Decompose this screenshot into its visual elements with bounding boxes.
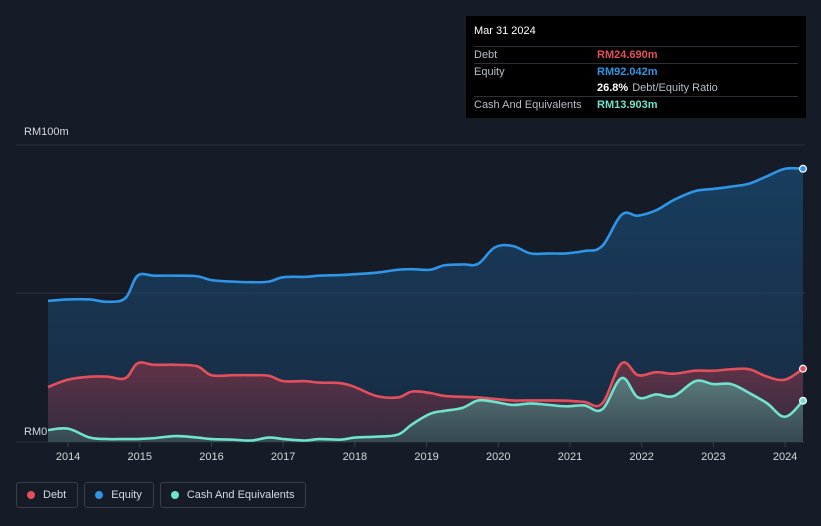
x-tick-label-2017: 2017 bbox=[271, 451, 295, 463]
tooltip-label-debt: Debt bbox=[474, 49, 498, 61]
legend: Debt Equity Cash And Equivalents bbox=[16, 482, 307, 508]
tooltip-row-cash: Cash And Equivalents RM13.903m bbox=[474, 96, 798, 113]
endpoint-cash-and-equivalents bbox=[798, 396, 807, 405]
tooltip-label-equity: Equity bbox=[474, 66, 505, 78]
legend-label-debt: Debt bbox=[43, 489, 67, 501]
series-line-cash-and-equivalents bbox=[47, 376, 804, 442]
x-tick-label-2014: 2014 bbox=[56, 451, 80, 463]
legend-item-debt[interactable]: Debt bbox=[16, 482, 79, 508]
x-tick-label-2015: 2015 bbox=[128, 451, 152, 463]
endpoint-debt bbox=[798, 364, 807, 373]
endpoint-equity bbox=[798, 164, 807, 173]
x-tick-label-2024: 2024 bbox=[773, 451, 797, 463]
tooltip-date: Mar 31 2024 bbox=[474, 25, 536, 37]
series-line-debt bbox=[47, 360, 804, 408]
x-tick-label-2018: 2018 bbox=[343, 451, 367, 463]
x-tick-label-2021: 2021 bbox=[558, 451, 582, 463]
legend-dot-cash-icon bbox=[170, 491, 179, 499]
x-tick-label-2022: 2022 bbox=[629, 451, 653, 463]
legend-item-equity[interactable]: Equity bbox=[84, 482, 154, 508]
tooltip-value-cash: RM13.903m bbox=[597, 99, 658, 111]
area-equity bbox=[48, 168, 803, 443]
tooltip-panel: Mar 31 2024 Debt RM24.690m Equity RM92.0… bbox=[466, 16, 806, 118]
tooltip-value-equity: RM92.042m bbox=[597, 66, 658, 78]
legend-dot-debt-icon bbox=[27, 491, 35, 499]
tooltip-row-debt: Debt RM24.690m bbox=[474, 46, 798, 63]
x-tick-label-2020: 2020 bbox=[486, 451, 510, 463]
legend-label-equity: Equity bbox=[111, 489, 142, 501]
area-cash-and-equivalents bbox=[48, 377, 803, 442]
tooltip-label-ratio bbox=[474, 80, 597, 96]
tooltip-ratio-caption: Debt/Equity Ratio bbox=[632, 82, 718, 94]
tooltip-row-equity: Equity RM92.042m bbox=[474, 63, 798, 80]
x-tick-label-2019: 2019 bbox=[414, 451, 438, 463]
series-line-equity bbox=[47, 166, 804, 304]
tooltip-label-cash: Cash And Equivalents bbox=[474, 99, 582, 111]
tooltip-value-debt: RM24.690m bbox=[597, 49, 658, 61]
y-tick-label-top: RM100m bbox=[24, 126, 69, 138]
x-tick-label-2016: 2016 bbox=[199, 451, 223, 463]
tooltip-row-ratio: 26.8% Debt/Equity Ratio bbox=[474, 80, 798, 96]
legend-dot-equity-icon bbox=[95, 491, 104, 499]
legend-label-cash: Cash And Equivalents bbox=[186, 489, 295, 501]
tooltip-value-ratio: 26.8% bbox=[597, 82, 629, 94]
legend-item-cash[interactable]: Cash And Equivalents bbox=[159, 482, 307, 508]
y-tick-label-bottom: RM0 bbox=[24, 426, 47, 438]
x-tick-label-2023: 2023 bbox=[701, 451, 725, 463]
